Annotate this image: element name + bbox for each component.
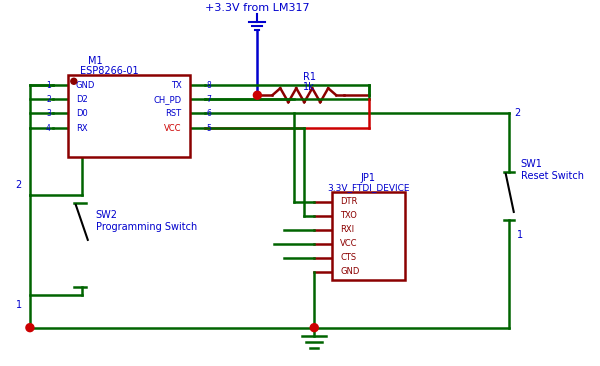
Text: Reset Switch: Reset Switch bbox=[521, 171, 584, 181]
Text: 2: 2 bbox=[16, 180, 22, 190]
Text: Programming Switch: Programming Switch bbox=[96, 222, 197, 232]
Text: 2: 2 bbox=[46, 95, 51, 104]
Text: SW2: SW2 bbox=[96, 210, 118, 220]
Text: TXO: TXO bbox=[340, 212, 357, 220]
Text: 3.3V_FTDI_DEVICE: 3.3V_FTDI_DEVICE bbox=[327, 183, 409, 193]
Text: 1: 1 bbox=[517, 230, 523, 240]
Text: RX: RX bbox=[76, 124, 88, 132]
Text: SW1: SW1 bbox=[521, 159, 542, 169]
Text: CH_PD: CH_PD bbox=[154, 95, 182, 104]
Text: D2: D2 bbox=[76, 95, 88, 104]
Text: DTR: DTR bbox=[340, 197, 358, 206]
Text: +3.3V from LM317: +3.3V from LM317 bbox=[205, 3, 310, 14]
Text: RXI: RXI bbox=[340, 225, 355, 234]
Circle shape bbox=[310, 324, 318, 332]
Circle shape bbox=[26, 324, 34, 332]
Text: TX: TX bbox=[171, 81, 182, 90]
Bar bbox=[332, 192, 405, 280]
Text: 1: 1 bbox=[46, 81, 51, 90]
Bar bbox=[68, 75, 190, 157]
Text: 1k: 1k bbox=[304, 82, 315, 92]
Text: M1: M1 bbox=[88, 56, 103, 66]
Text: RST: RST bbox=[166, 109, 182, 117]
Text: R1: R1 bbox=[303, 72, 316, 82]
Text: GND: GND bbox=[76, 81, 95, 90]
Text: 6: 6 bbox=[206, 109, 211, 117]
Text: JP1: JP1 bbox=[361, 173, 376, 183]
Text: 2: 2 bbox=[514, 108, 520, 118]
Text: CTS: CTS bbox=[340, 253, 356, 262]
Text: D0: D0 bbox=[76, 109, 88, 117]
Text: 3: 3 bbox=[46, 109, 51, 117]
Text: 8: 8 bbox=[206, 81, 211, 90]
Text: 1: 1 bbox=[16, 300, 22, 310]
Text: 4: 4 bbox=[46, 124, 51, 132]
Text: GND: GND bbox=[340, 267, 359, 276]
Text: VCC: VCC bbox=[340, 239, 358, 249]
Text: 7: 7 bbox=[206, 95, 211, 104]
Text: ESP8266-01: ESP8266-01 bbox=[80, 66, 139, 76]
Circle shape bbox=[71, 78, 77, 84]
Text: 5: 5 bbox=[206, 124, 211, 132]
Circle shape bbox=[253, 91, 262, 99]
Text: VCC: VCC bbox=[164, 124, 182, 132]
